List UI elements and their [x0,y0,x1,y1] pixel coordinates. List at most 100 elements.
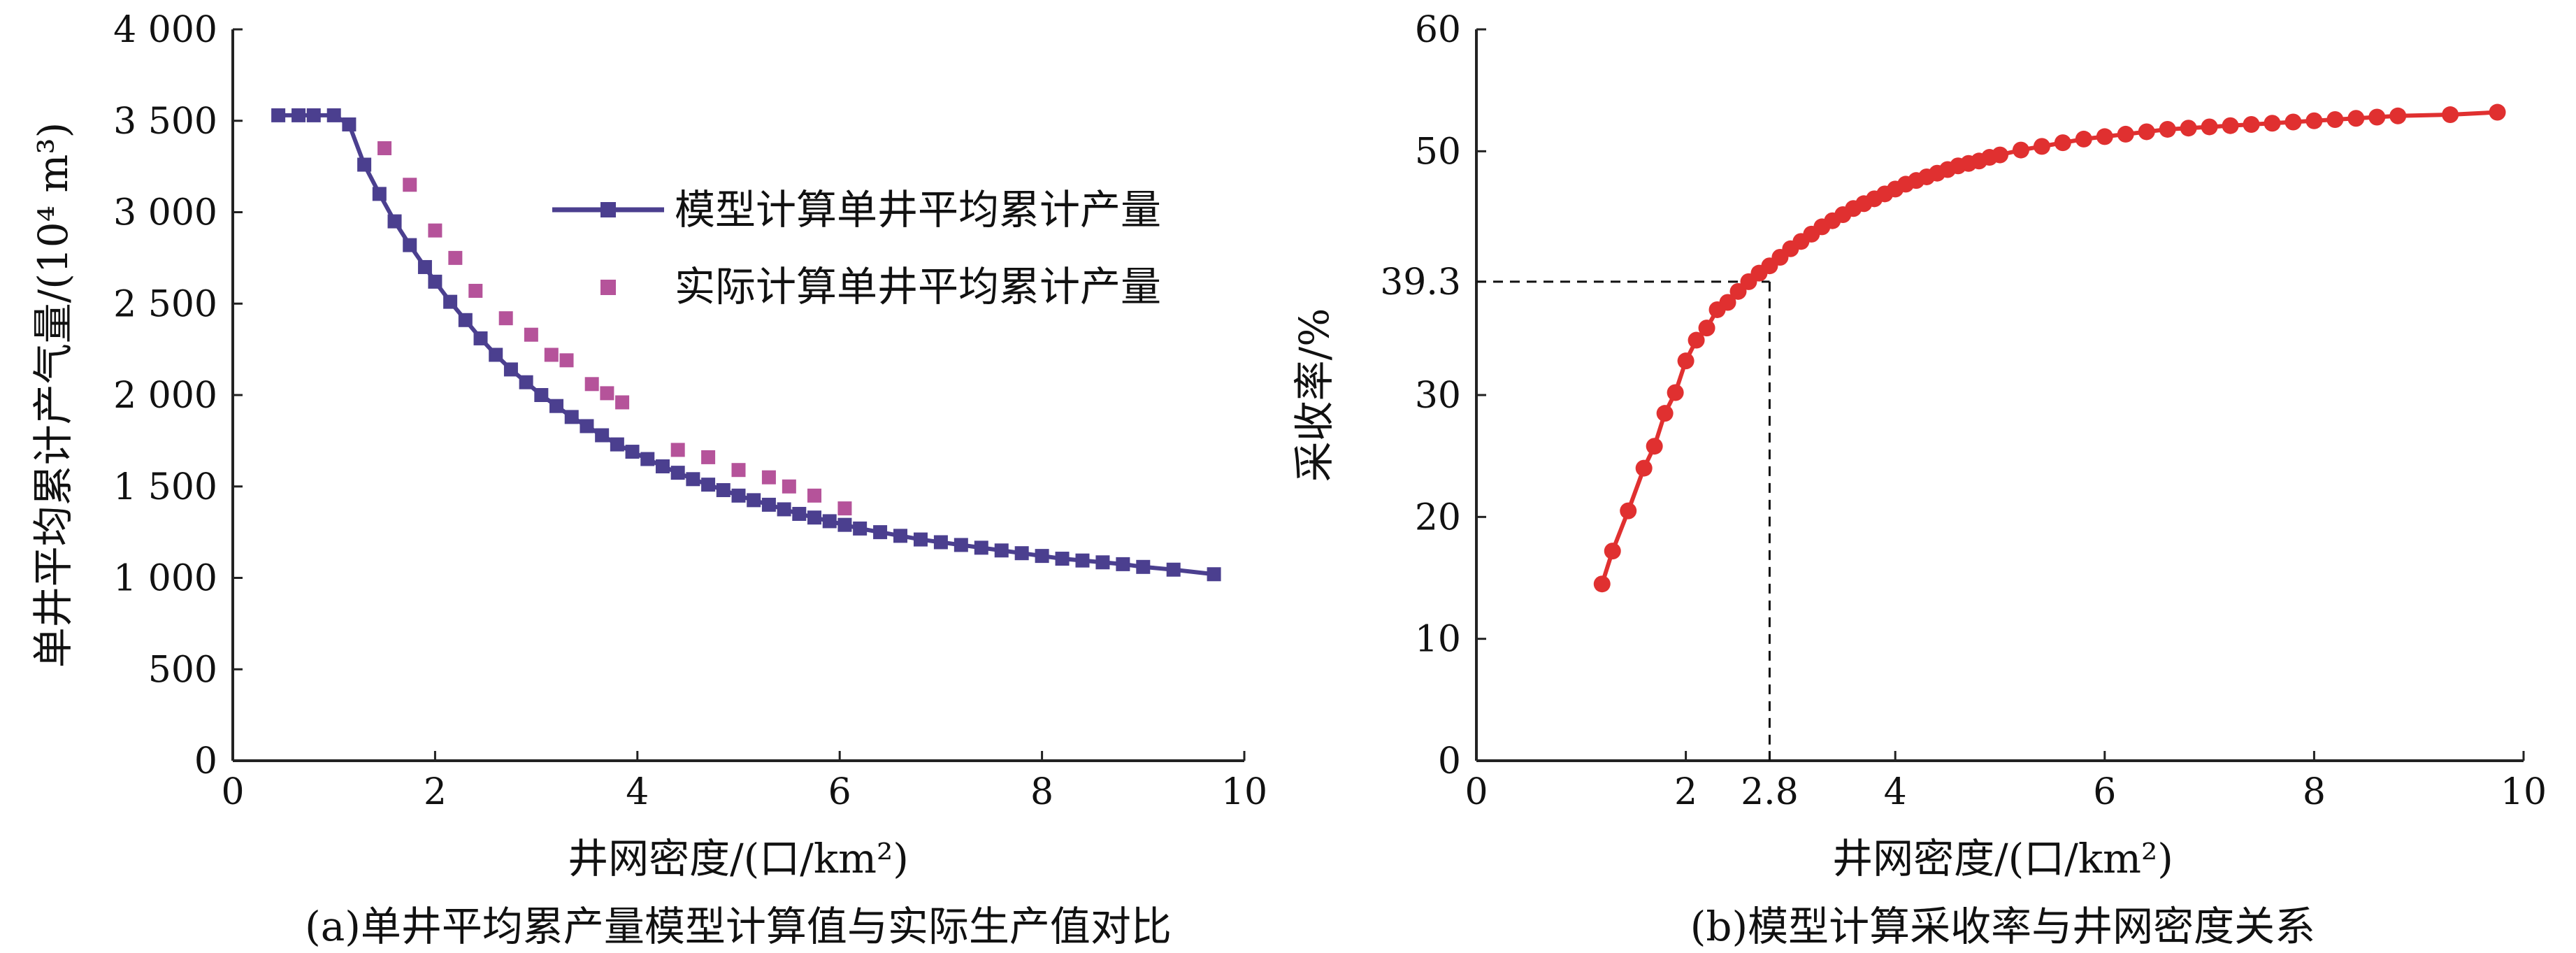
x-tick-label: 2 [1674,771,1697,813]
recovery-data-point [2305,112,2323,129]
recovery-data-point [2138,123,2155,141]
y-tick-label: 1 000 [113,558,217,600]
model-data-point [994,543,1009,558]
model-data-point [747,493,761,508]
model-data-point [822,514,837,529]
y-tick-label: 60 [1415,9,1461,51]
model-data-point [417,259,432,274]
model-data-point [761,497,776,512]
model-data-point [342,117,357,131]
model-data-point [974,540,988,555]
model-data-point [473,331,488,345]
panel-b-guides [1476,280,1771,761]
model-data-point [595,428,610,443]
model-data-point [837,517,852,532]
model-data-point [403,238,417,252]
recovery-data-point [2159,120,2176,138]
panel-a-actual-series [377,141,852,516]
model-data-point [428,274,442,289]
model-data-point [893,529,908,543]
recovery-data-point [2347,110,2365,127]
actual-data-point [428,223,442,238]
actual-data-point [701,450,716,464]
y-tick-label: 2 500 [113,283,217,325]
model-data-point [655,459,670,473]
recovery-data-point [1677,352,1694,370]
model-data-point [954,538,968,552]
model-data-point [306,108,321,122]
actual-data-point [807,488,822,503]
model-data-point [564,410,579,424]
recovery-data-point [1593,575,1611,593]
y-tick-label: 0 [1438,740,1461,782]
panel-b: 0 2 2.8 4 6 8 10 0 10 20 30 39.3 50 60 井网密度/(口/km²) 采… [1290,9,2547,950]
recovery-data-point [2117,125,2134,143]
actual-data-point [498,311,513,326]
model-data-point [625,445,640,459]
y-tick-label: 10 [1415,619,1461,661]
recovery-data-point [1719,294,1736,311]
y-tick-label: 3 500 [113,101,217,143]
x-tick-label: 6 [828,771,851,813]
actual-data-point [524,327,538,342]
panel-b-caption: (b)模型计算采收率与井网密度关系 [1690,903,2315,950]
recovery-series-line [1599,110,2498,585]
y-tick-label: 30 [1415,375,1461,417]
recovery-data-point [2201,118,2218,136]
recovery-data-point [1646,438,1663,455]
model-data-point [372,187,387,201]
recovery-data-point [1656,405,1674,422]
model-data-point [610,437,624,452]
actual-data-point [403,178,417,192]
panel-a: 0 2 4 6 8 10 0 500 1 000 1 500 2 000 2 500 3 000 3 50… [29,9,1267,950]
model-data-point [387,214,402,229]
y-tick-label: 0 [194,740,217,782]
model-data-point [271,108,286,122]
recovery-data-point [1635,459,1653,477]
recovery-data-point [2489,103,2506,121]
model-data-point [503,362,518,377]
y-tick-label: 39.3 [1380,261,1461,303]
recovery-data-point [1667,384,1684,401]
x-tick-label: 2 [424,771,447,813]
model-data-point [357,157,372,172]
x-tick-label: 4 [626,771,649,813]
model-data-point [549,399,564,413]
panel-b-y-label: 采收率/% [1290,308,1338,482]
recovery-data-point [2284,113,2302,131]
actual-data-point [615,395,630,410]
actual-data-point [670,443,685,457]
actual-data-point [377,141,392,155]
model-data-point [701,478,716,492]
y-tick-label: 500 [148,649,217,691]
model-data-point [534,388,549,402]
recovery-data-point [2368,108,2386,126]
panel-b-ticks: 0 2 2.8 4 6 8 10 0 10 20 30 39.3 50 60 [1380,9,2547,813]
model-data-point [716,482,731,497]
model-data-point [1014,546,1029,561]
model-data-point [670,466,685,480]
model-data-point [443,294,458,309]
model-data-point [1035,549,1049,564]
model-data-point [792,506,807,521]
model-data-point [489,347,503,362]
model-data-point [873,525,888,540]
model-data-point [640,452,655,466]
actual-data-point [761,470,776,485]
recovery-data-point [2033,138,2050,155]
y-tick-label: 1 500 [113,466,217,508]
model-data-point [807,510,822,525]
x-tick-label: 6 [2093,771,2116,813]
x-tick-label: 4 [1884,771,1907,813]
recovery-data-point [2389,107,2407,124]
model-data-point [1116,557,1130,571]
recovery-data-point [2012,141,2029,159]
x-tick-label: 0 [1465,771,1488,813]
x-tick-label: 0 [221,771,244,813]
y-tick-label: 3 000 [113,192,217,234]
model-data-point [731,488,746,503]
x-tick-label: 8 [2303,771,2326,813]
actual-data-point [448,250,463,265]
model-data-point [686,472,700,487]
recovery-data-point [2326,111,2344,129]
